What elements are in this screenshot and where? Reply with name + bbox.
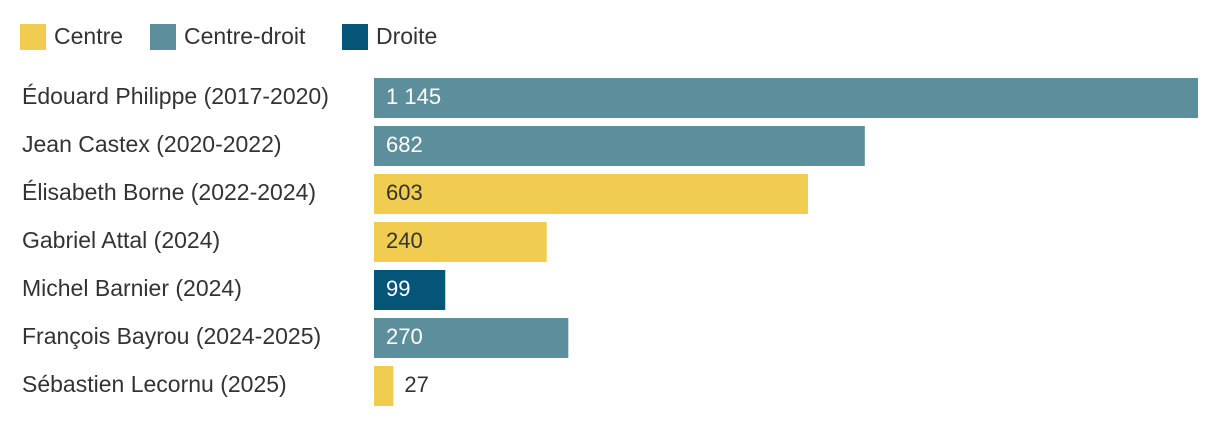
bar-elisabeth-borne-2022-2024 [374, 174, 808, 214]
category-label-2: Jean Castex (2020-2022) [22, 131, 282, 157]
legend-label-centre-droit: Centre-droit [184, 23, 306, 49]
bar-sebastien-lecornu-2025 [374, 366, 394, 406]
category-label-5: Michel Barnier (2024) [22, 275, 242, 301]
category-label-7: Sébastien Lecornu (2025) [22, 371, 287, 397]
legend: Centre Centre-droit Droite [20, 23, 437, 50]
category-labels: Édouard Philippe (2017-2020) Jean Castex … [22, 83, 329, 397]
value-label-7: 27 [404, 372, 428, 397]
bar-michel-barnier-2024 [374, 270, 446, 310]
value-label-5: 99 [386, 276, 410, 301]
value-label-1: 1 145 [386, 84, 441, 109]
bar-edouard-philippe-2017-2020 [374, 78, 1198, 118]
category-label-6: François Bayrou (2024-2025) [22, 323, 321, 349]
value-label-3: 603 [386, 180, 423, 205]
legend-swatch-droite [342, 24, 368, 50]
value-label-4: 240 [386, 228, 423, 253]
legend-label-centre: Centre [54, 23, 123, 49]
value-label-6: 270 [386, 324, 423, 349]
value-labels: 1 145 682 603 240 99 270 27 [386, 84, 441, 397]
bar-jean-castex-2020-2022 [374, 126, 865, 166]
bar-gabriel-attal-2024 [374, 222, 547, 262]
legend-label-droite: Droite [376, 23, 437, 49]
bar-francois-bayrou-2024-2025 [374, 318, 569, 358]
bars [374, 78, 1198, 406]
category-label-3: Élisabeth Borne (2022-2024) [22, 179, 316, 205]
category-label-1: Édouard Philippe (2017-2020) [22, 83, 329, 109]
legend-swatch-centre-droit [150, 24, 176, 50]
value-label-2: 682 [386, 132, 423, 157]
category-label-4: Gabriel Attal (2024) [22, 227, 220, 253]
legend-swatch-centre [20, 24, 46, 50]
